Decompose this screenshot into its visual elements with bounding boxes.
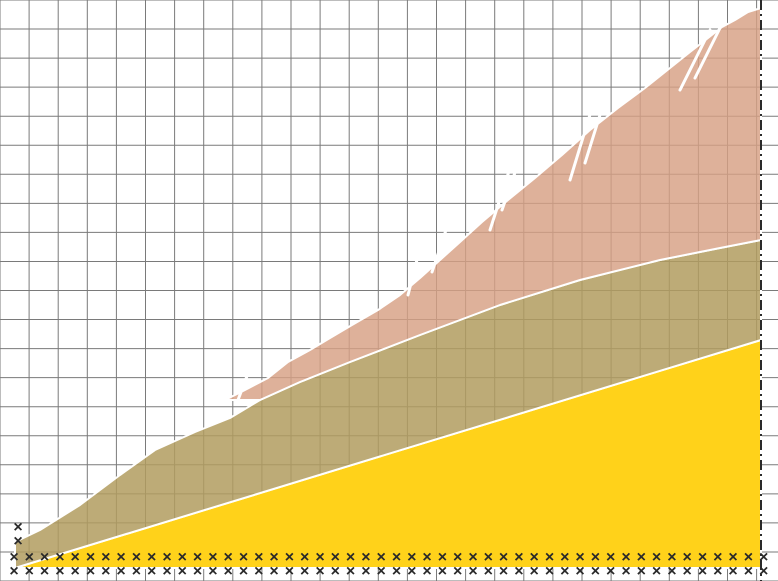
svg-text:×: × (13, 533, 22, 550)
svg-text:×: × (621, 563, 630, 580)
svg-text:×: × (667, 563, 676, 580)
svg-text:×: × (468, 563, 477, 580)
svg-text:×: × (530, 563, 539, 580)
svg-text:×: × (438, 563, 447, 580)
svg-text:×: × (254, 563, 263, 580)
svg-text:×: × (86, 563, 95, 580)
svg-text:×: × (315, 563, 324, 580)
svg-text:×: × (637, 563, 646, 580)
svg-text:×: × (377, 563, 386, 580)
svg-text:×: × (147, 563, 156, 580)
svg-text:×: × (759, 563, 768, 580)
cross-section-diagram: ××××××××××××××××××××××××××××××××××××××××… (0, 0, 778, 581)
svg-text:×: × (40, 563, 49, 580)
svg-text:×: × (422, 563, 431, 580)
svg-text:×: × (208, 563, 217, 580)
svg-text:×: × (178, 563, 187, 580)
svg-text:×: × (224, 563, 233, 580)
svg-text:×: × (239, 563, 248, 580)
svg-text:×: × (698, 563, 707, 580)
svg-text:×: × (499, 563, 508, 580)
svg-text:×: × (560, 563, 569, 580)
svg-text:×: × (71, 563, 80, 580)
svg-text:×: × (728, 563, 737, 580)
svg-text:×: × (101, 563, 110, 580)
svg-text:×: × (269, 563, 278, 580)
svg-text:×: × (652, 563, 661, 580)
svg-text:×: × (591, 563, 600, 580)
svg-text:×: × (346, 563, 355, 580)
svg-text:×: × (331, 563, 340, 580)
svg-text:×: × (285, 563, 294, 580)
svg-text:×: × (606, 563, 615, 580)
left-fault-markers: ×× (13, 519, 22, 550)
svg-text:×: × (713, 563, 722, 580)
svg-text:×: × (361, 563, 370, 580)
svg-text:×: × (392, 563, 401, 580)
svg-text:×: × (162, 563, 171, 580)
svg-text:×: × (132, 563, 141, 580)
svg-text:×: × (514, 563, 523, 580)
svg-text:×: × (300, 563, 309, 580)
svg-text:×: × (116, 563, 125, 580)
svg-text:×: × (9, 563, 18, 580)
svg-text:×: × (453, 563, 462, 580)
svg-text:×: × (744, 563, 753, 580)
svg-text:×: × (55, 563, 64, 580)
svg-text:×: × (25, 563, 34, 580)
svg-text:×: × (683, 563, 692, 580)
svg-text:×: × (484, 563, 493, 580)
svg-text:×: × (545, 563, 554, 580)
svg-text:×: × (193, 563, 202, 580)
svg-text:×: × (407, 563, 416, 580)
svg-text:×: × (575, 563, 584, 580)
